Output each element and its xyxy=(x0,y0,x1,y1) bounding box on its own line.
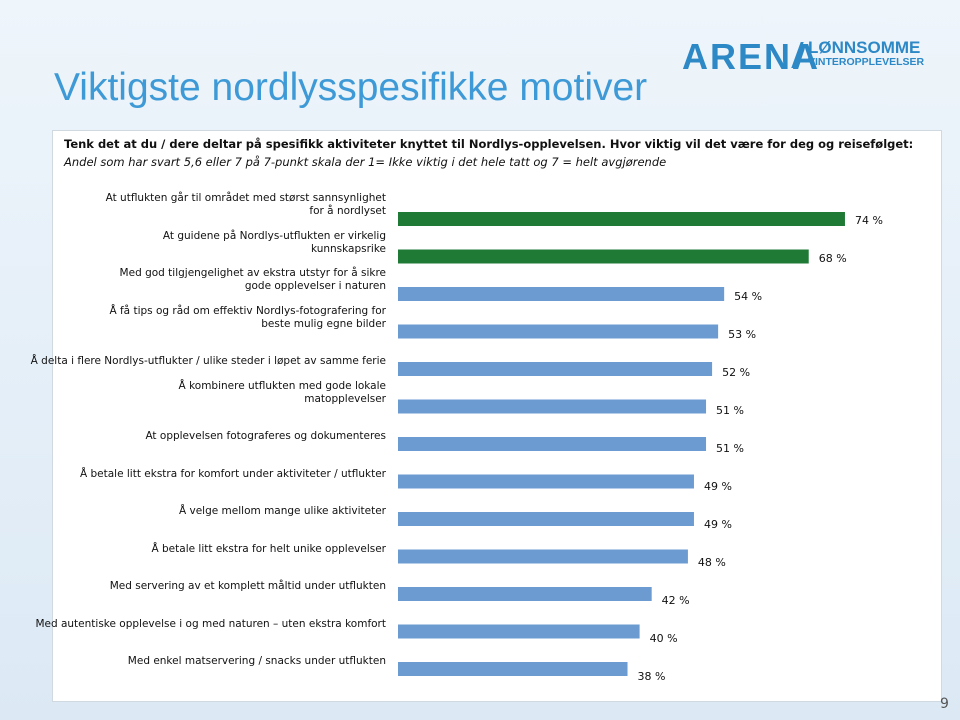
bar xyxy=(398,624,640,639)
bar xyxy=(398,212,845,226)
value-label: 38 % xyxy=(638,670,666,683)
category-label: Å få tips og råd om effektiv Nordlys-fot… xyxy=(109,304,386,330)
value-label: 51 % xyxy=(716,404,744,417)
value-label: 53 % xyxy=(728,328,756,341)
bar xyxy=(398,474,694,489)
value-label: 52 % xyxy=(722,366,750,379)
bar xyxy=(398,287,725,301)
value-label: 49 % xyxy=(704,518,732,531)
value-label: 74 % xyxy=(855,214,883,227)
category-label: Med servering av et komplett måltid unde… xyxy=(109,580,386,592)
value-label: 51 % xyxy=(716,442,744,455)
category-label: Med enkel matservering / snacks under ut… xyxy=(127,655,386,667)
category-label: Å kombinere utflukten med gode lokale ma… xyxy=(178,379,386,405)
value-label: 48 % xyxy=(698,556,726,569)
page-number: 9 xyxy=(940,696,949,712)
value-label: 54 % xyxy=(734,290,762,303)
category-label: Å delta i flere Nordlys-utflukter / ulik… xyxy=(30,355,386,367)
category-label: Med autentiske opplevelse i og med natur… xyxy=(35,617,386,630)
value-label: 40 % xyxy=(650,632,678,645)
value-label: 49 % xyxy=(704,480,732,493)
question: Tenk det at du / dere deltar på spesifik… xyxy=(64,137,914,151)
category-label: At guidene på Nordlys-utflukten er virke… xyxy=(162,229,386,255)
bar xyxy=(398,362,713,376)
bar xyxy=(398,587,652,601)
category-label: At opplevelsen fotograferes og dokumente… xyxy=(145,430,386,442)
bar xyxy=(398,324,719,339)
note: Andel som har svart 5,6 eller 7 på 7-pun… xyxy=(64,155,667,169)
bar xyxy=(398,662,628,676)
value-label: 68 % xyxy=(819,252,847,265)
bar xyxy=(398,549,688,564)
category-label: Å betale litt ekstra for komfort under a… xyxy=(79,467,386,480)
bar xyxy=(398,399,707,414)
slide-title: Viktigste nordlysspesifikke motiver xyxy=(54,66,648,109)
category-label: Med god tilgjengelighet av ekstra utstyr… xyxy=(119,267,386,292)
category-label: Å betale litt ekstra for helt unike oppl… xyxy=(151,542,387,555)
category-label: Å velge mellom mange ulike aktiviteter xyxy=(178,505,386,517)
logo-line: VINTEROPPLEVELSER xyxy=(808,56,925,68)
bar xyxy=(398,512,694,526)
bar xyxy=(398,249,809,264)
category-label: At utflukten går til området med størst … xyxy=(105,192,386,217)
bar xyxy=(398,437,707,451)
value-label: 42 % xyxy=(662,594,690,607)
logo-line: LØNNSOMME xyxy=(808,38,921,57)
